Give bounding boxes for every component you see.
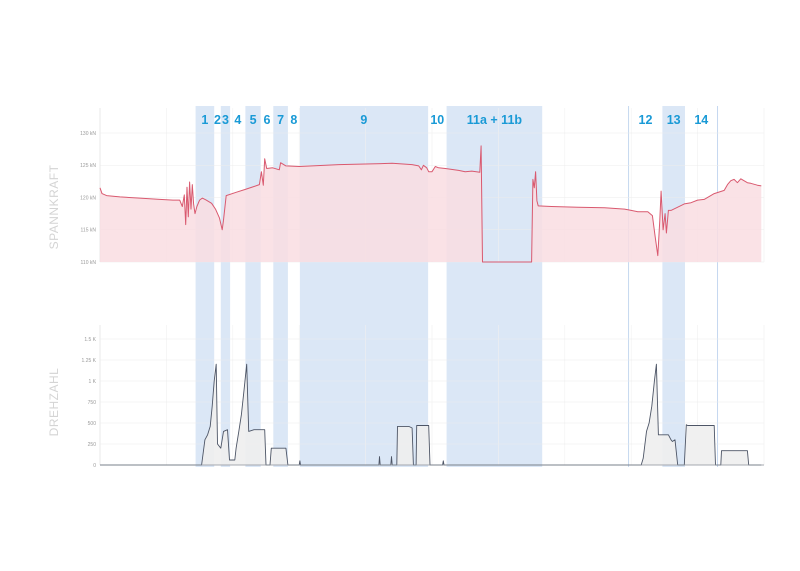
phase-band-11 — [446, 106, 543, 467]
phase-label-2: 2 — [214, 113, 221, 127]
phase-band-10 — [428, 106, 447, 467]
series-line-0 — [99, 145, 762, 263]
series-area-0 — [100, 145, 762, 262]
phase-label-7: 7 — [277, 113, 284, 127]
y-tick-label: 130 kN — [80, 131, 96, 137]
phase-label-1: 1 — [201, 113, 208, 127]
series-layer — [99, 145, 764, 466]
y-tick-label: 1 K — [88, 379, 96, 385]
phase-label-13: 13 — [667, 113, 681, 127]
phase-label-8: 8 — [290, 113, 297, 127]
phase-label-5: 5 — [250, 113, 257, 127]
y-tick-label: 115 kN — [81, 228, 97, 234]
phase-band-7 — [273, 106, 288, 467]
y-tick-label: 120 kN — [80, 195, 96, 201]
phase-label-10: 10 — [430, 113, 444, 127]
series-line-1 — [100, 363, 762, 466]
phase-label-3: 3 — [222, 113, 229, 127]
y-axis-label-spannkraft: SPANNKRAFT — [47, 164, 61, 249]
y-tick-label: 500 — [88, 421, 97, 427]
phase-label-4: 4 — [234, 113, 241, 127]
phase-label-11: 11a + 11b — [467, 113, 523, 127]
phase-band-1 — [195, 106, 215, 467]
y-tick-label: 110 kN — [81, 260, 97, 266]
phase-labels: 1 2 3 4 5 6 7 8 9 10 11a + 11b 12 13 14 — [201, 113, 708, 127]
series-area-1 — [100, 364, 762, 465]
phase-band-3 — [220, 106, 231, 467]
y-tick-label: 250 — [88, 442, 97, 448]
tick-labels: 130 kN 125 kN 120 kN 115 kN 110 kN 1.5 K 1.25 … — [80, 131, 96, 469]
y-tick-label: 1.25 K — [82, 358, 97, 364]
phase-band-6 — [261, 106, 274, 467]
y-tick-label: 750 — [88, 400, 97, 406]
phase-band-8 — [288, 106, 300, 467]
phase-band-14 — [685, 106, 718, 467]
y-tick-label: 0 — [93, 463, 96, 469]
phase-bands — [195, 106, 719, 467]
phase-band-9 — [299, 106, 429, 467]
phase-label-6: 6 — [264, 113, 271, 127]
phase-label-9: 9 — [360, 113, 367, 127]
y-tick-label: 125 kN — [80, 163, 96, 169]
phase-band-13 — [662, 106, 685, 467]
phase-label-14: 14 — [694, 113, 708, 127]
phase-label-12: 12 — [639, 113, 653, 127]
y-axis-label-drehzahl: DREHZAHL — [47, 368, 61, 437]
y-tick-label: 1.5 K — [84, 337, 96, 343]
